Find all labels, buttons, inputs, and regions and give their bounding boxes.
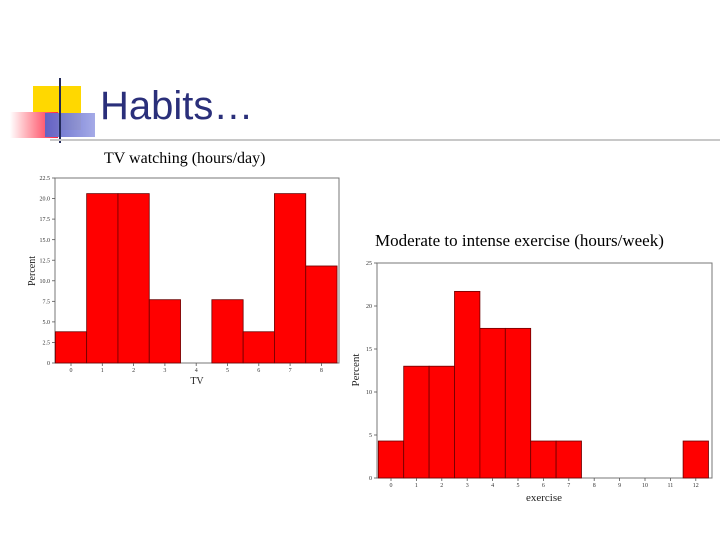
x-tick-label: 6 bbox=[257, 368, 260, 374]
x-tick-label: 2 bbox=[132, 368, 135, 374]
histogram-bar bbox=[479, 327, 506, 479]
x-tick-label: 10 bbox=[642, 483, 648, 489]
y-tick-label: 20.0 bbox=[40, 197, 51, 203]
x-tick-label: 2 bbox=[440, 483, 443, 489]
x-tick-label: 9 bbox=[618, 483, 621, 489]
y-tick-label: 10 bbox=[366, 390, 372, 396]
x-tick-label: 6 bbox=[542, 483, 545, 489]
y-tick-label: 22.5 bbox=[40, 176, 51, 182]
y-tick-label: 0 bbox=[369, 476, 372, 482]
histogram-bar bbox=[211, 299, 244, 364]
x-tick-label: 3 bbox=[163, 368, 166, 374]
slide-title: Habits… bbox=[100, 84, 254, 128]
y-tick-label: 25 bbox=[366, 261, 372, 267]
histogram-bar bbox=[403, 365, 430, 479]
histogram-bar bbox=[555, 440, 582, 479]
x-tick-label: 8 bbox=[593, 483, 596, 489]
y-tick-label: 15.0 bbox=[40, 238, 51, 244]
histogram-bar bbox=[530, 440, 557, 479]
x-tick-label: 4 bbox=[195, 368, 198, 374]
x-axis-label: TV bbox=[190, 376, 204, 387]
x-tick-label: 8 bbox=[320, 368, 323, 374]
histogram-bar bbox=[54, 331, 88, 364]
histogram-bar bbox=[305, 265, 338, 364]
x-tick-label: 1 bbox=[415, 483, 418, 489]
y-tick-label: 10.0 bbox=[40, 279, 51, 285]
x-tick-label: 5 bbox=[517, 483, 520, 489]
y-tick-label: 0 bbox=[47, 361, 50, 367]
x-tick-label: 11 bbox=[668, 483, 674, 489]
histogram-bar bbox=[682, 440, 709, 479]
y-axis-label: Percent bbox=[27, 256, 38, 286]
x-tick-label: 12 bbox=[693, 483, 699, 489]
histogram-bar bbox=[377, 440, 405, 479]
x-tick-label: 0 bbox=[390, 483, 393, 489]
x-axis-label: exercise bbox=[526, 492, 562, 504]
y-axis-label: Percent bbox=[350, 354, 362, 387]
y-tick-label: 5 bbox=[369, 433, 372, 439]
tv-chart-title: TV watching (hours/day) bbox=[104, 150, 266, 167]
title-underline bbox=[50, 139, 720, 141]
histogram-bar bbox=[454, 290, 481, 479]
x-tick-label: 7 bbox=[567, 483, 570, 489]
y-tick-label: 15 bbox=[366, 347, 372, 353]
histogram-bar bbox=[504, 327, 532, 479]
x-tick-label: 4 bbox=[491, 483, 494, 489]
y-tick-label: 5.0 bbox=[43, 320, 51, 326]
vertical-rule-decoration bbox=[59, 78, 61, 143]
histogram-bar bbox=[117, 193, 150, 364]
x-tick-label: 5 bbox=[226, 368, 229, 374]
y-tick-label: 20 bbox=[366, 304, 372, 310]
x-tick-label: 7 bbox=[289, 368, 292, 374]
y-tick-label: 17.5 bbox=[40, 217, 51, 223]
blue-bar-decoration bbox=[45, 113, 95, 137]
histogram-bar bbox=[428, 365, 455, 479]
y-tick-label: 12.5 bbox=[40, 258, 51, 264]
histogram-bar bbox=[86, 193, 119, 364]
histogram-bar bbox=[148, 299, 181, 364]
y-tick-label: 7.5 bbox=[43, 299, 51, 305]
x-tick-label: 0 bbox=[70, 368, 73, 374]
plot-frame bbox=[54, 177, 340, 364]
x-tick-label: 1 bbox=[101, 368, 104, 374]
x-tick-label: 3 bbox=[466, 483, 469, 489]
exercise-chart-title: Moderate to intense exercise (hours/week… bbox=[375, 231, 664, 250]
y-tick-label: 2.5 bbox=[43, 341, 51, 347]
